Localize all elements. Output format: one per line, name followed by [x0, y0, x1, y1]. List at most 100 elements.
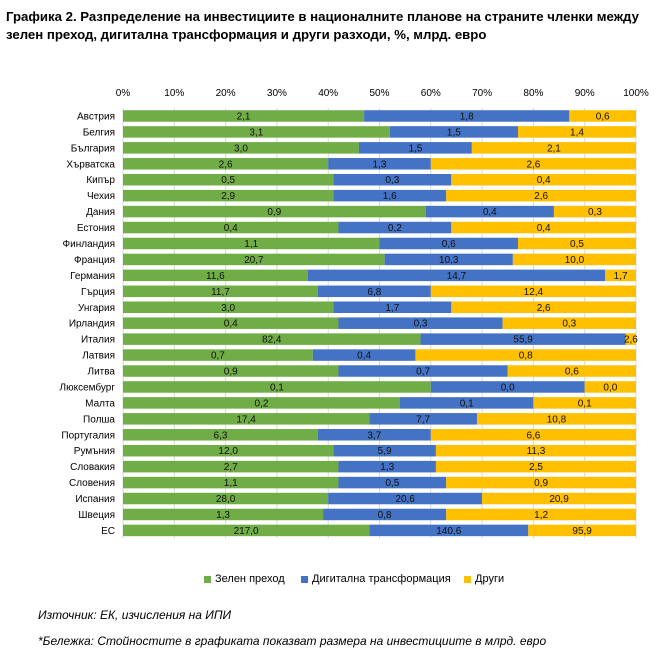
data-label: 10,3: [439, 255, 459, 266]
bar-segment: [430, 429, 636, 441]
data-label: 2,9: [221, 191, 235, 202]
data-label: 12,4: [524, 287, 544, 298]
data-label: 20,6: [395, 494, 415, 505]
chart-title: Графика 2. Разпределение на инвестициите…: [6, 8, 670, 44]
bar-segment: [123, 269, 308, 282]
data-label: 28,0: [216, 494, 236, 505]
category-label: Хърватска: [66, 159, 115, 170]
data-label: 2,1: [237, 111, 251, 122]
bar-segment: [528, 524, 636, 537]
data-label: 10,8: [547, 414, 567, 425]
data-label: 0,4: [224, 223, 238, 234]
category-label: Словакия: [70, 462, 115, 473]
bar-segment: [430, 285, 636, 298]
bar-segment: [123, 381, 431, 393]
category-label: Унгария: [78, 303, 115, 314]
legend-item-green: Зелен преход: [204, 573, 285, 585]
legend-item-yellow: Други: [464, 573, 504, 585]
bar-segment: [123, 397, 401, 409]
data-label: 6,3: [214, 430, 228, 441]
bar-segment: [364, 110, 570, 122]
bar-segment: [369, 524, 529, 537]
footnote: *Бележка: Стойностите в графиката показв…: [38, 634, 547, 648]
category-label: Румъния: [74, 446, 115, 457]
bar-segment: [123, 253, 385, 266]
bar-segment: [123, 237, 380, 250]
data-label: 0,3: [414, 319, 428, 330]
bar-segment: [451, 173, 636, 186]
x-tick-label: 60%: [421, 88, 441, 99]
category-label: Кипър: [86, 175, 115, 186]
bar-segment: [512, 253, 636, 266]
bar-segment: [123, 508, 324, 521]
data-label: 2,6: [534, 191, 548, 202]
bar-segment: [584, 381, 636, 393]
data-label: 1,7: [614, 271, 628, 282]
bar-segment: [333, 444, 436, 457]
data-label: 0,6: [565, 367, 579, 378]
x-tick-label: 70%: [472, 88, 492, 99]
data-label: 0,4: [537, 175, 551, 186]
x-tick-label: 50%: [369, 88, 389, 99]
data-label: 1,7: [385, 303, 399, 314]
data-label: 0,3: [385, 175, 399, 186]
data-label: 0,1: [270, 382, 284, 393]
category-label: Полша: [83, 414, 115, 425]
legend-swatch-yellow: [464, 575, 471, 583]
data-label: 2,1: [547, 143, 561, 154]
bar-segment: [451, 221, 636, 234]
data-label: 6,6: [526, 430, 540, 441]
bar-segment: [400, 397, 534, 409]
bar-segment: [317, 285, 431, 298]
category-label: Испания: [75, 494, 115, 505]
data-label: 0,3: [588, 207, 602, 218]
data-label: 217,0: [234, 526, 259, 537]
bar-segment: [379, 237, 519, 250]
bar-segment: [123, 444, 334, 457]
bar-segment: [123, 413, 370, 425]
data-label: 0,5: [570, 239, 584, 250]
bar-segment: [384, 253, 513, 266]
category-label: Германия: [70, 271, 115, 282]
bar-segment: [471, 142, 636, 154]
data-label: 1,6: [383, 191, 397, 202]
data-label: 11,7: [211, 287, 230, 298]
data-label: 11,6: [206, 271, 225, 282]
bar-segment: [420, 333, 626, 345]
bar-segment: [569, 110, 636, 122]
category-label: Италия: [81, 335, 115, 346]
bar-segment: [425, 205, 554, 218]
bar-segment: [123, 349, 313, 361]
chart-legend: Зелен преход Дигитална трансформация Дру…: [0, 573, 671, 589]
bar-segment: [518, 126, 636, 138]
category-label: Словения: [69, 478, 115, 489]
category-label: Латвия: [82, 351, 115, 362]
category-label: Белгия: [83, 127, 115, 138]
category-label: Дания: [86, 207, 115, 218]
bar-segment: [123, 365, 339, 377]
data-label: 0,2: [255, 398, 269, 409]
legend-label-yellow: Други: [475, 573, 505, 585]
bar-segment: [123, 205, 426, 218]
data-label: 2,6: [526, 159, 540, 170]
data-label: 0,9: [534, 478, 548, 489]
data-label: 12,0: [218, 446, 238, 457]
bar-segment: [312, 349, 416, 361]
bar-segment: [430, 158, 636, 170]
bar-segment: [446, 189, 636, 202]
data-label: 3,0: [234, 143, 248, 154]
data-label: 1,3: [373, 159, 387, 170]
data-label: 20,9: [549, 494, 569, 505]
data-label: 2,6: [537, 303, 551, 314]
data-label: 1,5: [408, 143, 422, 154]
bar-segment: [123, 158, 329, 170]
bar-segment: [123, 492, 329, 505]
data-label: 6,8: [367, 287, 381, 298]
bar-segment: [307, 269, 606, 282]
data-label: 2,6: [624, 335, 638, 346]
data-label: 0,2: [388, 223, 402, 234]
data-label: 0,5: [221, 175, 235, 186]
category-label: Франция: [74, 255, 115, 266]
bar-segment: [123, 189, 334, 202]
data-label: 1,5: [447, 127, 461, 138]
